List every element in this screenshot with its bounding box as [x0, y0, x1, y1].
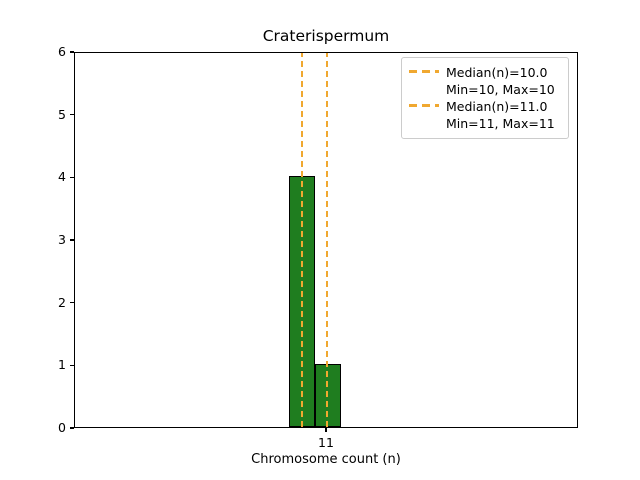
legend-item-1-range: Min=11, Max=11 — [409, 115, 561, 132]
y-tickmark — [70, 427, 74, 429]
legend-item-0: Median(n)=10.0 — [409, 64, 561, 81]
y-tickmark — [70, 176, 74, 178]
y-tickmark — [70, 364, 74, 366]
legend-label-median-0: Median(n)=10.0 — [446, 65, 548, 80]
y-ticklabel: 0 — [58, 420, 66, 435]
legend-label-range-0: Min=10, Max=10 — [446, 82, 555, 97]
y-ticklabel: 4 — [58, 169, 66, 185]
y-ticklabel: 2 — [58, 294, 66, 310]
x-axis-label: Chromosome count (n) — [251, 452, 401, 467]
legend-item-1: Median(n)=11.0 — [409, 98, 561, 115]
plot-inner — [75, 53, 577, 427]
dashed-line-icon — [409, 98, 439, 113]
legend-spacer-icon — [409, 115, 439, 130]
page-title: Craterispermum — [262, 27, 390, 45]
plot-area — [74, 52, 578, 428]
legend-spacer-icon — [409, 81, 439, 96]
dashed-line-icon — [409, 64, 439, 79]
y-ticklabel: 3 — [58, 232, 66, 247]
y-ticklabel: 6 — [58, 44, 66, 59]
y-ticklabel: 5 — [58, 106, 66, 122]
legend-label-median-1: Median(n)=11.0 — [446, 99, 548, 114]
legend-item-0-range: Min=10, Max=10 — [409, 81, 561, 98]
y-tickmark — [70, 114, 74, 116]
x-tickmark — [325, 428, 327, 432]
legend: Median(n)=10.0 Min=10, Max=10 Median(n)=… — [401, 57, 569, 139]
median-line-10 — [300, 53, 304, 427]
y-tickmark — [70, 239, 74, 241]
x-ticklabel: 11 — [318, 435, 334, 450]
y-tickmark — [70, 302, 74, 304]
y-tickmark — [70, 51, 74, 53]
y-ticklabel: 1 — [58, 357, 66, 373]
legend-label-range-1: Min=11, Max=11 — [446, 116, 555, 131]
median-line-11 — [325, 53, 329, 427]
